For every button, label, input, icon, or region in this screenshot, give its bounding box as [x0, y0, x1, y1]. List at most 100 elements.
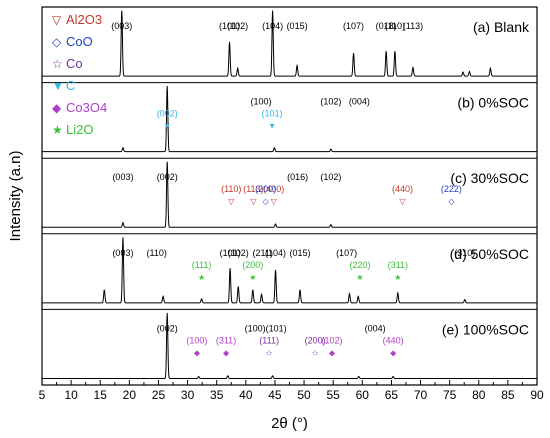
legend-label: Co [66, 56, 83, 71]
panel-label: (d) 50%SOC [450, 246, 529, 262]
peak-label: (311) [216, 335, 236, 345]
x-tick-label: 15 [94, 388, 108, 402]
peak-label: (440) [383, 335, 404, 345]
peak-label: (111) [192, 260, 212, 270]
peak-label: (400) [263, 184, 284, 194]
peak-label: (004) [365, 323, 386, 333]
peak-marker: ▽ [399, 197, 406, 206]
panel-label: (a) Blank [473, 19, 530, 35]
x-tick-label: 60 [356, 388, 370, 402]
peak-marker: ▼ [163, 122, 171, 131]
peak-marker: ★ [198, 273, 205, 282]
peak-label: (002) [157, 323, 178, 333]
legend-label: CoO [66, 34, 93, 49]
peak-marker: ▽ [271, 197, 278, 206]
legend-symbol: ▽ [52, 13, 62, 27]
peak-label: (311) [388, 260, 408, 270]
x-tick-label: 25 [152, 388, 166, 402]
peak-label: (101) [220, 248, 241, 258]
x-tick-label: 70 [414, 388, 428, 402]
x-tick-label: 85 [501, 388, 515, 402]
x-tick-label: 90 [530, 388, 544, 402]
peak-marker: ◆ [223, 348, 230, 357]
diffraction-trace [42, 161, 537, 228]
legend-label: Co3O4 [66, 100, 107, 115]
x-tick-label: 30 [181, 388, 195, 402]
peak-marker: ☆ [266, 348, 273, 357]
peak-label: (016) [287, 172, 308, 182]
x-tick-label: 75 [443, 388, 457, 402]
legend-symbol: ▼ [52, 79, 64, 93]
peak-label: (107) [343, 21, 364, 31]
peak-marker: ▼ [268, 122, 276, 131]
y-axis-label: Intensity (a.n) [7, 151, 24, 242]
peak-label: (113) [403, 21, 423, 31]
peak-marker: ★ [356, 273, 363, 282]
peak-label: (102) [227, 21, 248, 31]
peak-label: (101) [266, 323, 287, 333]
peak-label: (200) [305, 335, 326, 345]
peak-label: (220) [349, 260, 370, 270]
peak-label: (110) [147, 248, 167, 258]
peak-label: (102) [228, 248, 249, 258]
peak-marker: ◇ [448, 197, 455, 206]
diffraction-trace [42, 237, 537, 304]
panel-label: (b) 0%SOC [457, 95, 529, 111]
x-tick-label: 50 [297, 388, 311, 402]
peak-marker: ◇ [263, 197, 270, 206]
legend-symbol: ★ [52, 123, 63, 137]
peak-marker: ◆ [329, 348, 336, 357]
peak-label: (310) [454, 248, 475, 258]
peak-label: (002) [157, 109, 178, 119]
peak-label: (110) [385, 21, 405, 31]
peak-marker: ★ [249, 273, 256, 282]
x-tick-label: 45 [268, 388, 282, 402]
peak-label: (018) [376, 21, 397, 31]
peak-label: (003) [112, 248, 133, 258]
peak-label: (211) [253, 248, 273, 258]
peak-label: (100) [186, 335, 207, 345]
peak-label: (200) [255, 184, 276, 194]
peak-label: (015) [287, 21, 308, 31]
x-tick-label: 40 [239, 388, 253, 402]
x-tick-label: 5 [39, 388, 46, 402]
legend-symbol: ☆ [52, 57, 63, 71]
panel-label: (e) 100%SOC [442, 321, 529, 337]
legend-label: Al2O3 [66, 12, 102, 27]
peak-label: (107) [336, 248, 357, 258]
peak-label: (102) [322, 335, 343, 345]
peak-label: (004) [349, 97, 370, 107]
peak-label: (104) [262, 21, 283, 31]
x-tick-label: 35 [210, 388, 224, 402]
peak-label: (100) [250, 97, 271, 107]
legend-label: C [66, 78, 75, 93]
peak-label: (222) [441, 184, 462, 194]
peak-label: (102) [320, 172, 341, 182]
x-tick-label: 65 [385, 388, 399, 402]
x-tick-label: 10 [64, 388, 78, 402]
peak-marker: ▽ [250, 197, 257, 206]
x-tick-label: 80 [472, 388, 486, 402]
peak-marker: ◆ [390, 348, 397, 357]
peak-label: (101) [219, 21, 240, 31]
diffraction-trace [42, 10, 537, 77]
peak-label: (003) [111, 21, 132, 31]
peak-label: (440) [392, 184, 413, 194]
peak-marker: ☆ [312, 348, 319, 357]
panel-label: (c) 30%SOC [450, 170, 529, 186]
legend-symbol: ◆ [52, 101, 62, 115]
x-tick-label: 55 [326, 388, 340, 402]
legend-symbol: ◇ [52, 35, 62, 49]
peak-label: (111) [259, 335, 279, 345]
legend-label: Li2O [66, 122, 93, 137]
diffraction-trace [42, 86, 537, 153]
peak-label: (003) [112, 172, 133, 182]
peak-label: (002) [157, 172, 178, 182]
peak-label: (113) [243, 184, 263, 194]
peak-marker: ★ [394, 273, 401, 282]
diffraction-trace [42, 312, 537, 379]
peak-marker: ◆ [194, 348, 201, 357]
x-tick-label: 20 [123, 388, 137, 402]
peak-label: (104) [265, 248, 286, 258]
peak-label: (110) [221, 184, 241, 194]
